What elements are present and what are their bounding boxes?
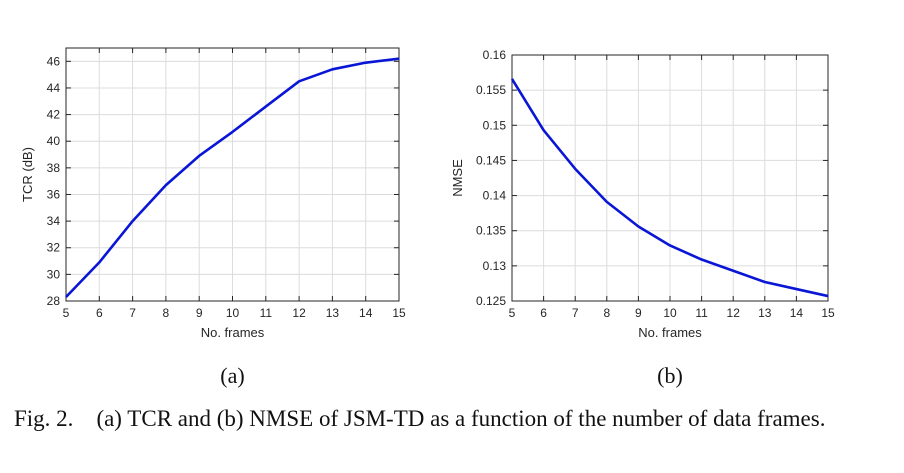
figure-caption: Fig. 2. (a) TCR and (b) NMSE of JSM-TD a… bbox=[14, 404, 864, 433]
x-tick-label: 6 bbox=[540, 306, 547, 320]
chart-tcr: 5 6 7 8 9 10 11 12 13 14 15 28 30 32 34 36 38 40 42 44 46 No.… bbox=[20, 47, 406, 388]
x-tick-label: 8 bbox=[603, 306, 610, 320]
y-tick-label: 30 bbox=[47, 267, 61, 281]
series-line bbox=[510, 78, 829, 298]
y-tick-label: 44 bbox=[47, 81, 61, 95]
y-tick-label: 38 bbox=[47, 161, 61, 175]
y-axis-label: TCR (dB) bbox=[20, 147, 35, 202]
caption-label: Fig. 2. bbox=[14, 406, 74, 431]
y-tick-label: 32 bbox=[47, 241, 61, 255]
y-tick-label: 0.14 bbox=[483, 189, 507, 203]
x-tick-label: 10 bbox=[663, 306, 677, 320]
y-tick-label: 42 bbox=[47, 108, 61, 122]
chart-nmse: 5 6 7 8 9 10 11 12 13 14 15 0.125 0.13 0.135 0.14 0.145… bbox=[450, 48, 835, 388]
y-tick-label: 40 bbox=[47, 134, 61, 148]
y-tick-label: 36 bbox=[47, 187, 61, 201]
x-tick-label: 12 bbox=[292, 306, 306, 320]
x-tick-label: 8 bbox=[163, 306, 170, 320]
x-tick-label: 5 bbox=[509, 306, 516, 320]
x-tick-label: 14 bbox=[359, 306, 373, 320]
x-tick-label: 5 bbox=[63, 306, 70, 320]
subfigure-label: (b) bbox=[657, 363, 683, 388]
y-tick-label: 0.135 bbox=[476, 224, 506, 238]
x-axis-label: No. frames bbox=[201, 325, 265, 340]
y-tick-label: 0.16 bbox=[483, 48, 507, 62]
y-tick-label: 0.15 bbox=[483, 118, 507, 132]
x-tick-label: 11 bbox=[260, 306, 273, 320]
x-axis-label: No. frames bbox=[638, 325, 702, 340]
x-tick-label: 7 bbox=[129, 306, 136, 320]
x-tick-label: 13 bbox=[326, 306, 340, 320]
y-tick-label: 46 bbox=[47, 54, 61, 68]
y-tick-label: 34 bbox=[47, 214, 61, 228]
x-tick-label: 14 bbox=[790, 306, 804, 320]
y-tick-label: 0.125 bbox=[476, 294, 506, 308]
series-line bbox=[65, 57, 400, 298]
y-tick-label: 28 bbox=[47, 294, 61, 308]
x-tick-label: 12 bbox=[727, 306, 741, 320]
caption-text: (a) TCR and (b) NMSE of JSM-TD as a func… bbox=[96, 406, 826, 431]
x-tick-label: 11 bbox=[695, 306, 708, 320]
y-tick-label: 0.155 bbox=[476, 83, 506, 97]
figure-canvas: 5 6 7 8 9 10 11 12 13 14 15 28 30 32 34 36 38 40 42 44 46 No.… bbox=[20, 47, 835, 388]
subfigure-label: (a) bbox=[220, 363, 244, 388]
x-tick-label: 7 bbox=[572, 306, 579, 320]
y-tick-label: 0.145 bbox=[476, 153, 506, 167]
x-tick-label: 13 bbox=[758, 306, 772, 320]
x-tick-label: 9 bbox=[196, 306, 203, 320]
x-tick-label: 15 bbox=[392, 306, 406, 320]
x-tick-label: 15 bbox=[821, 306, 835, 320]
y-tick-label: 0.13 bbox=[483, 259, 507, 273]
y-axis-label: NMSE bbox=[450, 159, 465, 197]
x-tick-label: 6 bbox=[96, 306, 103, 320]
x-tick-label: 10 bbox=[226, 306, 240, 320]
x-tick-label: 9 bbox=[635, 306, 642, 320]
